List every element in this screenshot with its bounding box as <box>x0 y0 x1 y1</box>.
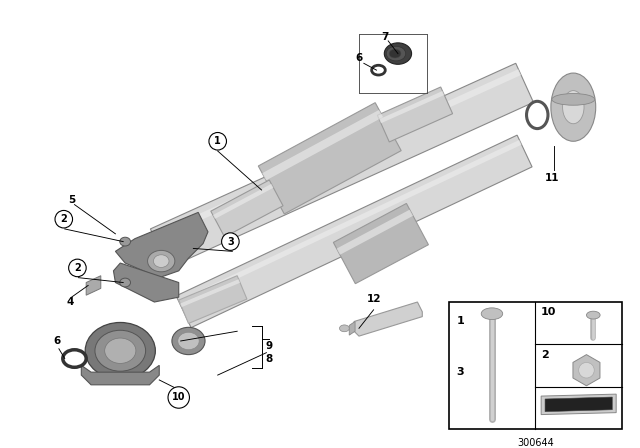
Ellipse shape <box>552 94 595 105</box>
Ellipse shape <box>95 330 146 371</box>
Ellipse shape <box>148 250 175 272</box>
Ellipse shape <box>178 332 199 350</box>
Ellipse shape <box>339 325 349 332</box>
Polygon shape <box>262 110 383 181</box>
Polygon shape <box>333 203 428 284</box>
Text: 8: 8 <box>266 353 273 363</box>
Polygon shape <box>379 91 444 123</box>
Polygon shape <box>153 69 521 241</box>
Polygon shape <box>86 276 100 295</box>
Circle shape <box>209 133 227 150</box>
Polygon shape <box>113 263 179 302</box>
Ellipse shape <box>387 46 406 61</box>
Text: 10: 10 <box>541 307 556 317</box>
Ellipse shape <box>105 338 136 363</box>
Text: 3: 3 <box>456 366 464 377</box>
Ellipse shape <box>172 327 205 355</box>
Text: 11: 11 <box>545 173 559 183</box>
Polygon shape <box>180 279 240 307</box>
Ellipse shape <box>154 255 169 267</box>
Polygon shape <box>115 212 208 278</box>
Ellipse shape <box>481 308 502 319</box>
Polygon shape <box>259 103 401 214</box>
Polygon shape <box>211 180 283 237</box>
Circle shape <box>221 233 239 250</box>
Ellipse shape <box>384 43 412 65</box>
Text: 2: 2 <box>74 263 81 273</box>
Polygon shape <box>545 397 612 412</box>
Ellipse shape <box>586 311 600 319</box>
Polygon shape <box>179 276 247 323</box>
Polygon shape <box>354 302 422 336</box>
Text: 12: 12 <box>366 294 381 304</box>
Text: 2: 2 <box>60 214 67 224</box>
Circle shape <box>55 211 72 228</box>
Polygon shape <box>179 140 522 306</box>
Text: 6: 6 <box>53 336 61 346</box>
Polygon shape <box>150 63 534 268</box>
Text: 300644: 300644 <box>517 439 554 448</box>
Polygon shape <box>378 87 452 142</box>
Polygon shape <box>349 322 355 335</box>
Circle shape <box>579 362 595 378</box>
Text: 1: 1 <box>214 136 221 146</box>
Text: 6: 6 <box>355 53 363 64</box>
Polygon shape <box>81 365 159 385</box>
Text: 1: 1 <box>456 316 464 327</box>
Ellipse shape <box>85 323 156 379</box>
Ellipse shape <box>389 49 401 58</box>
Bar <box>449 302 622 429</box>
Text: 3: 3 <box>227 237 234 246</box>
Text: 7: 7 <box>381 32 389 42</box>
Polygon shape <box>213 184 273 219</box>
Ellipse shape <box>120 278 131 287</box>
Text: 9: 9 <box>266 341 273 351</box>
Text: 5: 5 <box>68 195 75 205</box>
Ellipse shape <box>563 90 584 124</box>
Circle shape <box>168 387 189 408</box>
Text: 2: 2 <box>541 349 548 360</box>
Circle shape <box>68 259 86 277</box>
Text: 4: 4 <box>67 297 74 307</box>
Ellipse shape <box>551 73 596 141</box>
Ellipse shape <box>120 237 131 246</box>
Polygon shape <box>337 210 413 255</box>
Polygon shape <box>541 394 616 414</box>
Polygon shape <box>176 135 532 327</box>
Text: 10: 10 <box>172 392 186 402</box>
